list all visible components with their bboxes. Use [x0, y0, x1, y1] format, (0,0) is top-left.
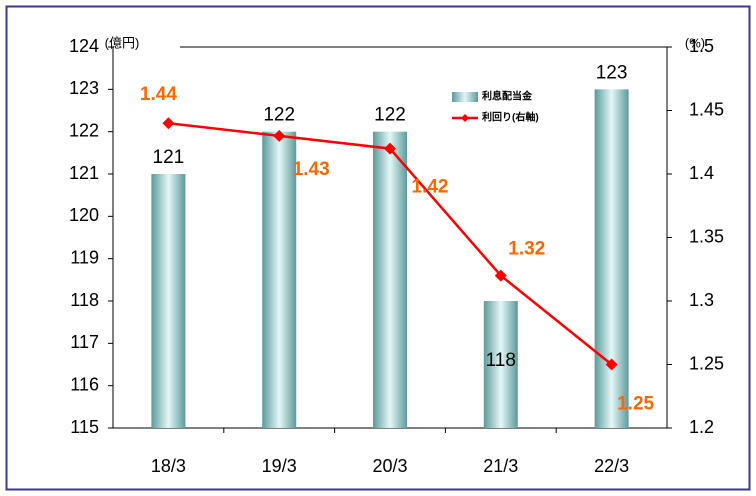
legend-swatch [452, 92, 478, 102]
y-axis-unit: (億円) [105, 35, 140, 50]
x-tick-label: 19/3 [262, 456, 297, 476]
x-tick-label: 21/3 [483, 456, 518, 476]
y-tick-label: 120 [69, 205, 99, 225]
y-tick-label: 123 [69, 78, 99, 98]
line-value-label: 1.25 [617, 394, 654, 415]
y2-axis-unit: (%) [685, 35, 705, 50]
y2-tick-label: 1.25 [689, 353, 724, 373]
line-value-label: 1.43 [293, 159, 330, 180]
line-marker [494, 269, 507, 282]
bar-value-label: 123 [596, 62, 628, 83]
x-tick-label: 20/3 [372, 456, 407, 476]
line-value-label: 1.32 [508, 239, 545, 260]
bar-value-label: 122 [374, 105, 406, 126]
legend-marker [461, 114, 469, 122]
y2-tick-label: 1.5 [689, 36, 714, 56]
line-marker [273, 129, 286, 142]
bar [262, 131, 297, 428]
y-tick-label: 122 [69, 120, 99, 140]
y-tick-label: 124 [69, 36, 99, 56]
x-tick-label: 18/3 [151, 456, 186, 476]
y-tick-label: 117 [70, 332, 99, 352]
bar [483, 301, 518, 428]
y-tick-label: 115 [70, 417, 99, 437]
line-marker [384, 142, 396, 155]
line-marker [162, 117, 175, 130]
y-tick-label: 118 [70, 290, 99, 310]
y2-tick-label: 1.35 [689, 226, 724, 246]
bar-value-label: 118 [486, 350, 516, 371]
y2-tick-label: 1.3 [689, 290, 714, 310]
bar-value-label: 122 [263, 105, 295, 126]
line-marker [605, 358, 618, 371]
x-tick-label: 22/3 [594, 456, 629, 476]
y2-tick-label: 1.4 [689, 163, 714, 183]
y2-tick-label: 1.45 [689, 99, 724, 119]
bar [151, 174, 186, 428]
y2-tick-label: 1.2 [689, 417, 714, 437]
bar [594, 89, 629, 428]
bar-value-label: 121 [153, 147, 185, 168]
line-value-label: 1.42 [412, 177, 449, 198]
legend-label: 利息配当金 [482, 90, 533, 103]
y-tick-label: 121 [69, 163, 99, 183]
y-tick-label: 116 [70, 374, 99, 394]
bar [373, 131, 407, 428]
line-value-label: 1.44 [140, 84, 177, 105]
y-tick-label: 119 [70, 247, 99, 267]
legend-label: 利回り(右軸) [482, 111, 539, 124]
